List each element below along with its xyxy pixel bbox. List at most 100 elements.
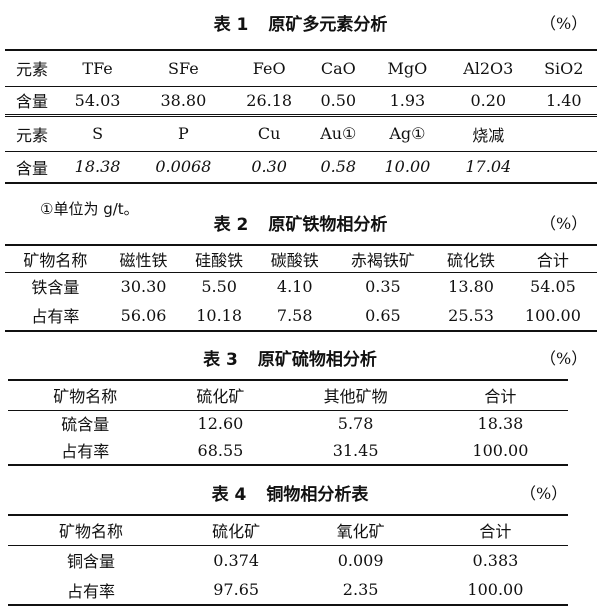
table-cell: 68.55	[162, 436, 279, 466]
table-cell: 100.00	[508, 300, 597, 332]
table-row: 含量 54.03 38.80 26.18 0.50 1.93 0.20 1.40	[5, 86, 597, 117]
table-cell: 54.05	[530, 276, 576, 296]
table-row: 占有率 56.06 10.18 7.58 0.65 25.53 100.00	[5, 300, 597, 332]
table-cell: 13.80	[448, 276, 494, 296]
table-cell: 占有率	[5, 300, 106, 332]
table-cell: 硫化矿	[162, 379, 279, 411]
table-cell: 4.10	[276, 276, 313, 296]
table-cell: 磁性铁	[105, 244, 182, 273]
table-cell: 2.35	[298, 575, 423, 606]
table-row: 占有率 97.65 2.35 100.00	[8, 575, 568, 606]
table-cell: 1.93	[368, 86, 447, 117]
table1-title: 表 1 原矿多元素分析	[0, 10, 601, 35]
table-cell: 赤褐铁矿	[332, 244, 434, 273]
table-cell: 占有率	[8, 436, 163, 466]
table1-footnote: ①单位为 g/t。	[40, 200, 139, 218]
table-cell: 12.60	[197, 413, 244, 433]
table-cell: 18.38	[477, 413, 524, 433]
table-cell: 元素	[5, 115, 59, 152]
table-cell: 0.383	[472, 550, 519, 570]
table-cell: 0.30	[230, 151, 308, 184]
table-cell: 其他矿物	[278, 379, 433, 411]
table-cell: 18.38	[58, 151, 137, 184]
table-cell: 矿物名称	[8, 379, 163, 411]
table-cell: 烧减	[446, 115, 531, 152]
header-row: 矿物名称 磁性铁 硅酸铁 碳酸铁 赤褐铁矿 硫化铁 合计	[5, 244, 597, 273]
table-cell: 含量	[5, 86, 59, 117]
table-cell: 38.80	[136, 86, 231, 117]
table-cell: 0.374	[213, 550, 260, 570]
table2-title: 表 2 原矿铁物相分析	[0, 210, 601, 235]
table-cell: 7.58	[256, 300, 333, 332]
table-cell: 100.00	[422, 575, 568, 606]
table-cell: 合计	[432, 379, 568, 411]
table-cell: 0.0068	[136, 151, 231, 184]
table-cell: 硫含量	[61, 415, 110, 435]
table-cell: SFe	[136, 49, 231, 87]
table-cell: 矿物名称	[5, 244, 106, 273]
table-row: 元素 S P Cu Au① Ag① 烧减	[5, 115, 597, 152]
table-cell: 碳酸铁	[256, 244, 333, 273]
table3-title: 表 3 原矿硫物相分析	[0, 345, 580, 370]
table-cell: 占有率	[8, 575, 174, 606]
table2-unit: （%）	[540, 214, 588, 233]
table-cell: 10.00	[368, 151, 447, 184]
table-cell: 25.53	[433, 300, 509, 332]
table-cell: 铁含量	[31, 278, 80, 298]
table-cell: 0.50	[307, 86, 369, 117]
table-cell: Au①	[307, 115, 369, 152]
table1: 元素 TFe SFe FeO CaO MgO Al2O3 SiO2 含量 54.03 38.80 26…	[5, 49, 597, 184]
table-cell: MgO	[368, 49, 447, 87]
table-row: 含量 18.38 0.0068 0.30 0.58 10.00 17.04	[5, 151, 597, 184]
table-cell: 0.58	[307, 151, 369, 184]
table-cell: 10.18	[181, 300, 257, 332]
table-cell: 56.06	[105, 300, 182, 332]
table4-label: 表 4	[211, 485, 247, 505]
table-cell: 硅酸铁	[181, 244, 257, 273]
table-cell: CaO	[307, 49, 369, 87]
table-cell	[530, 115, 597, 152]
table4-title: 表 4 铜物相分析表	[0, 480, 580, 505]
table-cell: 5.50	[201, 276, 237, 296]
table-cell: 矿物名称	[8, 514, 174, 546]
table-cell: 31.45	[278, 436, 433, 466]
table-cell: 100.00	[432, 436, 568, 466]
table1-heading: 原矿多元素分析	[268, 15, 388, 35]
table-cell: 铜含量	[66, 552, 115, 572]
header-row: 矿物名称 硫化矿 氧化矿 合计	[8, 514, 568, 546]
table-cell: 54.03	[58, 86, 137, 117]
table-cell: S	[58, 115, 137, 152]
table3-heading: 原矿硫物相分析	[257, 350, 377, 370]
table-cell: 17.04	[446, 151, 531, 184]
table-cell: 硫化矿	[173, 514, 299, 546]
table-cell	[530, 151, 597, 184]
table-cell: 1.40	[530, 86, 597, 117]
table-cell: FeO	[230, 49, 308, 87]
table-cell: Ag①	[368, 115, 447, 152]
table-cell: 合计	[422, 514, 568, 546]
table-cell: 30.30	[120, 276, 167, 296]
table2-heading: 原矿铁物相分析	[268, 215, 388, 235]
table3: 矿物名称 硫化矿 其他矿物 合计 硫含量 12.60 5.78 18.38 占有率 68.55 31…	[8, 379, 568, 466]
table-cell: SiO2	[530, 49, 597, 87]
table1-label: 表 1	[213, 15, 249, 35]
table-cell: 元素	[5, 49, 59, 87]
table-cell: 0.35	[365, 276, 401, 296]
table-cell: P	[136, 115, 231, 152]
table-cell: Al2O3	[446, 49, 531, 87]
table-cell: 26.18	[230, 86, 308, 117]
table-cell: Cu	[230, 115, 308, 152]
table2: 矿物名称 磁性铁 硅酸铁 碳酸铁 赤褐铁矿 硫化铁 合计铁含量 30.30 5.50 4.10 0.…	[5, 244, 597, 332]
header-row: 元素 TFe SFe FeO CaO MgO Al2O3 SiO2	[5, 49, 597, 87]
table3-unit: （%）	[540, 349, 588, 368]
header-row: 矿物名称 硫化矿 其他矿物 合计	[8, 379, 568, 411]
table-cell: 合计	[508, 244, 597, 273]
table-cell: 97.65	[173, 575, 299, 606]
table1-unit: （%）	[540, 14, 588, 33]
table-cell: 硫化铁	[433, 244, 509, 273]
table3-label: 表 3	[203, 350, 238, 370]
table-row: 铜含量 0.374 0.009 0.383	[8, 545, 568, 575]
table-cell: 0.009	[337, 550, 384, 570]
table-row: 铁含量 30.30 5.50 4.10 0.35 13.80 54.05	[5, 272, 597, 300]
table4: 矿物名称 硫化矿 氧化矿 合计铜含量 0.374 0.009 0.383 占有率 97.65 2.…	[8, 514, 568, 606]
